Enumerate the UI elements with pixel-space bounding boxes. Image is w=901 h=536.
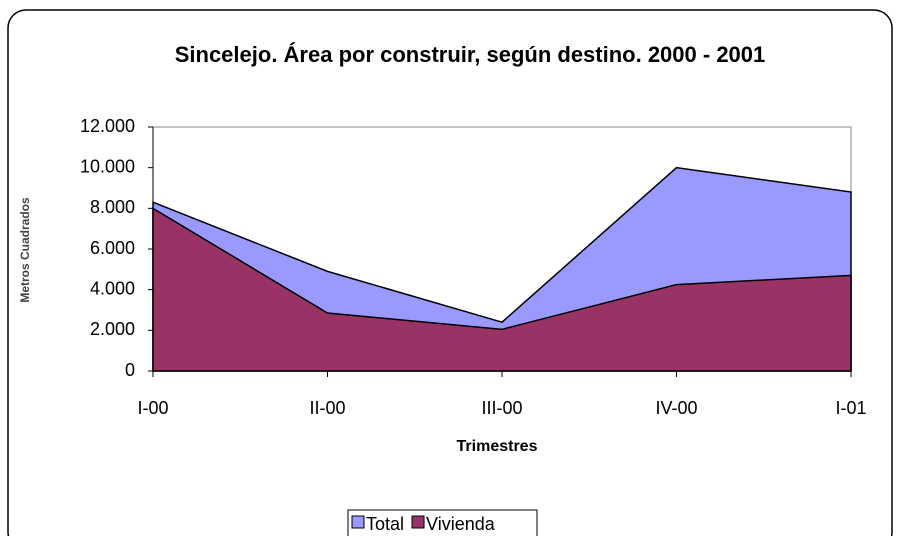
y-tick-label: 0 [125,360,135,380]
x-axis-label: Trimestres [457,438,538,455]
x-tick-label: I-01 [835,398,866,418]
x-tick-label: IV-00 [655,398,697,418]
legend-swatch [351,515,365,529]
legend-swatch [411,515,425,529]
x-tick-label: II-00 [309,398,345,418]
legend-box [347,509,538,536]
y-tick-label: 2.000 [90,319,135,339]
y-tick-label: 4.000 [90,278,135,298]
legend-label: Total [366,514,404,534]
y-tick-label: 12.000 [80,116,135,136]
y-axis-label: Metros Cuadrados [18,197,32,303]
x-tick-label: I-00 [137,398,168,418]
chart-frame [7,9,893,536]
y-tick-label: 6.000 [90,238,135,258]
chart-title: Sincelejo. Área por construir, según des… [174,42,766,67]
x-tick-label: III-00 [481,398,522,418]
legend-label: Vivienda [426,514,496,534]
y-tick-label: 10.000 [80,156,135,176]
y-tick-label: 8.000 [90,197,135,217]
